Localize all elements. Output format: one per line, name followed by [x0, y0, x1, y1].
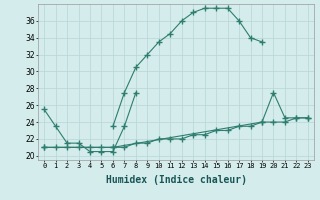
X-axis label: Humidex (Indice chaleur): Humidex (Indice chaleur): [106, 175, 246, 185]
